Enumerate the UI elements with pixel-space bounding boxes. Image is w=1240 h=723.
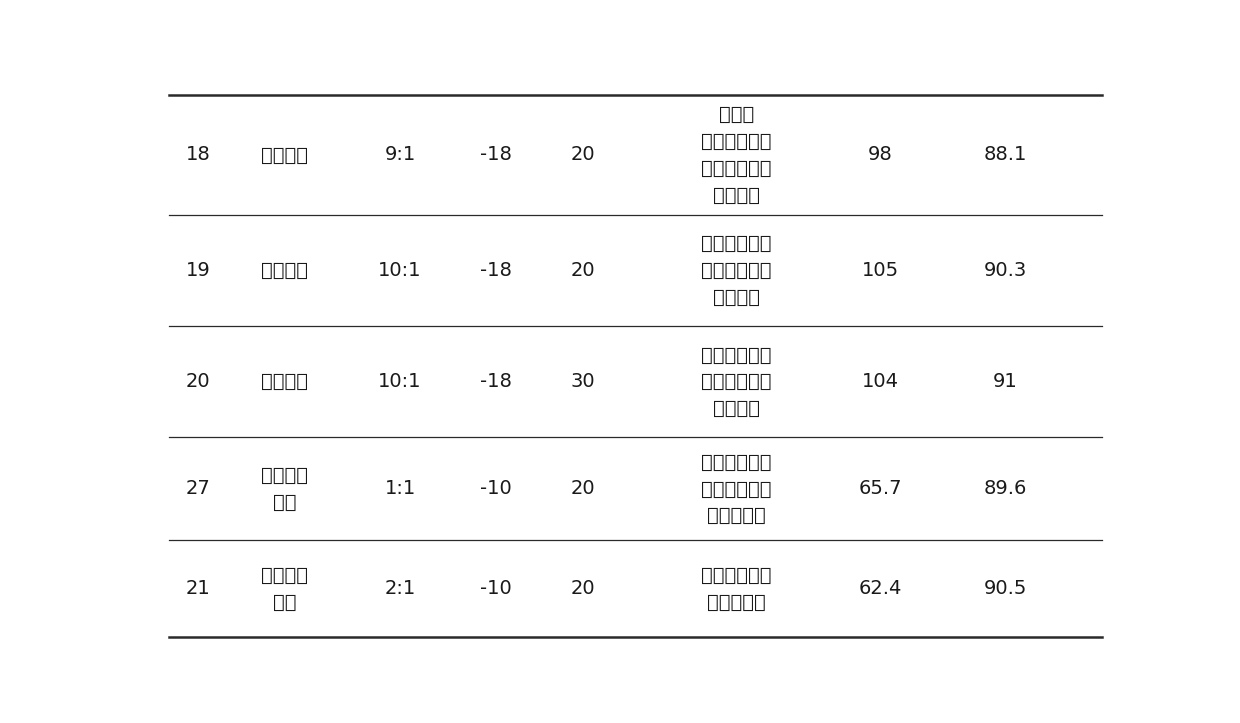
Text: 乙酸乙酯: 乙酸乙酯 <box>262 145 309 164</box>
Text: 三酯: 三酯 <box>273 493 296 512</box>
Text: 分层效果差，: 分层效果差， <box>701 453 771 472</box>
Text: 18: 18 <box>186 145 211 164</box>
Text: 88.1: 88.1 <box>983 145 1027 164</box>
Text: 干扰较小: 干扰较小 <box>713 186 760 205</box>
Text: 62.4: 62.4 <box>859 579 903 598</box>
Text: 体上浮: 体上浮 <box>719 106 754 124</box>
Text: 98: 98 <box>868 145 893 164</box>
Text: 90.3: 90.3 <box>983 261 1027 280</box>
Text: 104: 104 <box>862 372 899 391</box>
Text: 10:1: 10:1 <box>378 372 422 391</box>
Text: 结晶部分组织: 结晶部分组织 <box>701 346 771 364</box>
Text: 10:1: 10:1 <box>378 261 422 280</box>
Text: 辛酸甘油: 辛酸甘油 <box>262 566 309 585</box>
Text: 19: 19 <box>186 261 211 280</box>
Text: 90.5: 90.5 <box>983 579 1027 598</box>
Text: 干扰较小: 干扰较小 <box>713 399 760 418</box>
Text: -18: -18 <box>480 261 512 280</box>
Text: 辛酸甘油: 辛酸甘油 <box>262 466 309 485</box>
Text: 91: 91 <box>993 372 1018 391</box>
Text: -10: -10 <box>480 479 512 498</box>
Text: 乙酸乙酯: 乙酸乙酯 <box>262 372 309 391</box>
Text: 21: 21 <box>186 579 211 598</box>
Text: 结晶部分组织: 结晶部分组织 <box>701 234 771 253</box>
Text: 20: 20 <box>570 479 595 498</box>
Text: 部分晶体浮于: 部分晶体浮于 <box>701 479 771 498</box>
Text: 干扰较小: 干扰较小 <box>713 288 760 307</box>
Text: 30: 30 <box>570 372 595 391</box>
Text: 9:1: 9:1 <box>384 145 415 164</box>
Text: 2:1: 2:1 <box>384 579 415 598</box>
Text: 结晶物很少: 结晶物很少 <box>707 592 766 612</box>
Text: 20: 20 <box>186 372 211 391</box>
Text: 1:1: 1:1 <box>384 479 415 498</box>
Text: 分层效果差，: 分层效果差， <box>701 566 771 585</box>
Text: 105: 105 <box>862 261 899 280</box>
Text: 结晶部分组织: 结晶部分组织 <box>701 132 771 151</box>
Text: -10: -10 <box>480 579 512 598</box>
Text: 89.6: 89.6 <box>983 479 1027 498</box>
Text: 27: 27 <box>186 479 211 498</box>
Text: 20: 20 <box>570 261 595 280</box>
Text: 上清液表面: 上清液表面 <box>707 506 766 525</box>
Text: 三酯: 三酯 <box>273 592 296 612</box>
Text: 20: 20 <box>570 579 595 598</box>
Text: 疏松，中间相: 疏松，中间相 <box>701 372 771 391</box>
Text: 疏松，中间相: 疏松，中间相 <box>701 159 771 178</box>
Text: 乙酸乙酯: 乙酸乙酯 <box>262 261 309 280</box>
Text: 20: 20 <box>570 145 595 164</box>
Text: 疏松，中间相: 疏松，中间相 <box>701 261 771 280</box>
Text: -18: -18 <box>480 372 512 391</box>
Text: 65.7: 65.7 <box>859 479 903 498</box>
Text: -18: -18 <box>480 145 512 164</box>
